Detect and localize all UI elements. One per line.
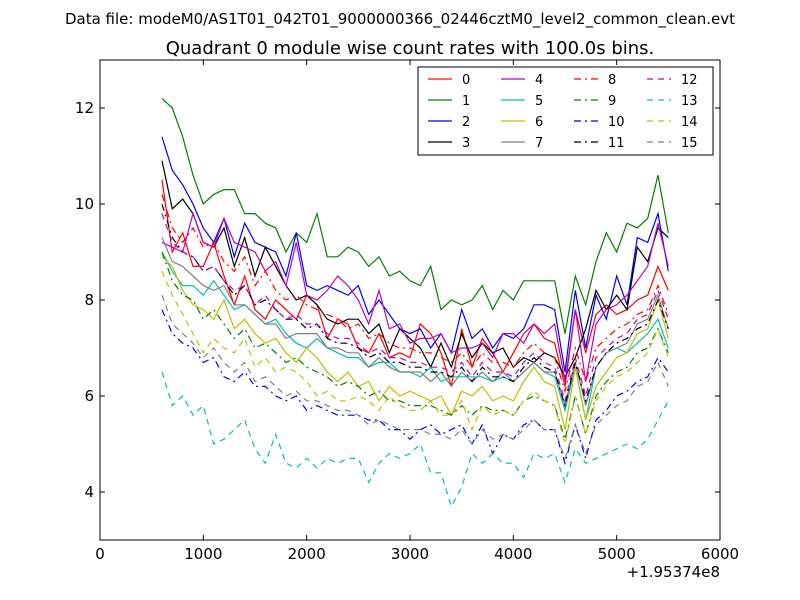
legend-label-5: 5: [535, 94, 543, 109]
series-line-6: [161, 256, 669, 430]
legend-label-10: 10: [608, 115, 625, 130]
legend-label-6: 6: [535, 115, 543, 130]
y-tick-label: 4: [84, 483, 94, 501]
legend-label-11: 11: [608, 136, 625, 151]
series-line-15: [161, 294, 669, 461]
legend-label-9: 9: [608, 94, 616, 109]
legend-label-1: 1: [462, 94, 470, 109]
legend-label-13: 13: [681, 94, 698, 109]
y-tick-label: 12: [75, 99, 94, 117]
legend-label-15: 15: [681, 136, 698, 151]
series-line-12: [161, 213, 669, 404]
x-tick-label: 5000: [598, 545, 636, 563]
x-tick-label: 1000: [184, 545, 222, 563]
series-line-13: [161, 371, 669, 508]
series-line-9: [161, 251, 669, 442]
series-line-11: [161, 203, 669, 408]
series-line-14: [161, 270, 669, 445]
legend-box: [417, 66, 714, 156]
legend-label-12: 12: [681, 73, 698, 88]
y-tick-label: 10: [75, 195, 94, 213]
series-line-1: [161, 97, 669, 334]
x-tick-label: 4000: [494, 545, 532, 563]
chart-suptitle: Data file: modeM0/AS1T01_042T01_90000003…: [65, 10, 735, 29]
x-offset-label: +1.95374e8: [627, 563, 720, 581]
chart-title: Quadrant 0 module wise count rates with …: [166, 38, 655, 59]
series-line-4: [161, 211, 669, 382]
series-line-10: [161, 309, 669, 466]
legend-label-3: 3: [462, 136, 470, 151]
legend-label-2: 2: [462, 115, 470, 130]
series-layer: [161, 97, 669, 508]
y-tick-label: 8: [84, 291, 94, 309]
x-tick-label: 2000: [288, 545, 326, 563]
legend-label-4: 4: [535, 73, 543, 88]
legend-label-7: 7: [535, 136, 543, 151]
y-tick-label: 6: [84, 387, 94, 405]
series-line-8: [161, 194, 669, 394]
legend-label-0: 0: [462, 73, 470, 88]
plot-frame: [99, 59, 721, 541]
x-tick-label: 6000: [701, 545, 739, 563]
x-tick-label: 0: [95, 545, 105, 563]
x-tick-label: 3000: [391, 545, 429, 563]
legend-label-14: 14: [681, 115, 698, 130]
series-line-2: [161, 136, 669, 373]
series-line-7: [161, 237, 669, 408]
series-line-3: [161, 160, 669, 379]
legend-label-8: 8: [608, 73, 616, 88]
